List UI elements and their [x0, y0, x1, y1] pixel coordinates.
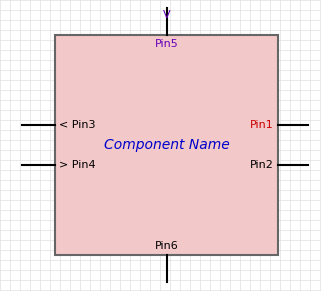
Text: Pin6: Pin6 [155, 241, 179, 251]
Text: Component Name: Component Name [104, 138, 230, 152]
Text: Pin2: Pin2 [250, 160, 274, 170]
Text: < Pin3: < Pin3 [59, 120, 96, 130]
Text: > Pin4: > Pin4 [59, 160, 96, 170]
Text: Pin5: Pin5 [155, 39, 179, 49]
Bar [55, 35, 278, 255]
Text: V: V [163, 10, 171, 19]
Text: Pin1: Pin1 [250, 120, 274, 130]
